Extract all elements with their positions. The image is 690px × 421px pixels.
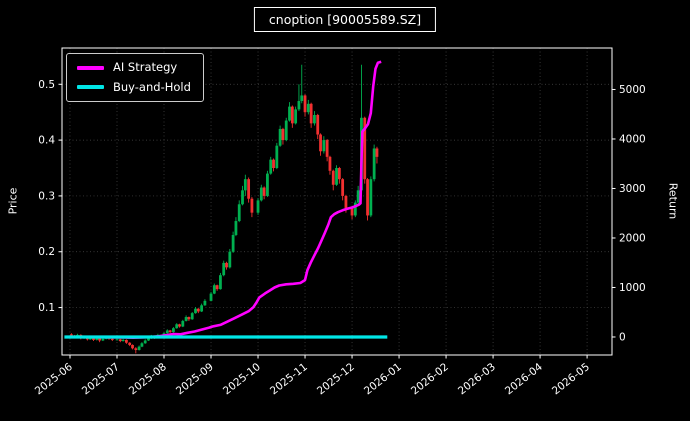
buy-and-hold-line-swatch xyxy=(77,85,104,90)
svg-text:2025-09: 2025-09 xyxy=(174,361,216,397)
svg-text:0.2: 0.2 xyxy=(38,246,55,258)
svg-text:2026-03: 2026-03 xyxy=(456,361,498,397)
svg-text:2025-11: 2025-11 xyxy=(268,361,310,397)
svg-text:2025-08: 2025-08 xyxy=(127,361,169,397)
svg-text:0: 0 xyxy=(619,331,626,343)
legend-label-ai-strategy: AI Strategy xyxy=(113,60,178,74)
svg-text:2025-07: 2025-07 xyxy=(80,361,122,397)
svg-text:2000: 2000 xyxy=(619,232,646,244)
svg-text:2025-12: 2025-12 xyxy=(315,361,357,397)
svg-text:5000: 5000 xyxy=(619,84,646,96)
svg-text:2025-10: 2025-10 xyxy=(221,361,263,397)
svg-text:2025-06: 2025-06 xyxy=(33,361,75,398)
legend-item-ai-strategy: AI Strategy xyxy=(77,60,191,74)
legend-label-buy-and-hold: Buy-and-Hold xyxy=(113,79,191,94)
legend: AI Strategy Buy-and-Hold xyxy=(66,53,204,102)
legend-item-buy-and-hold: Buy-and-Hold xyxy=(77,79,191,94)
svg-text:0.5: 0.5 xyxy=(38,79,55,91)
svg-text:0.4: 0.4 xyxy=(38,135,55,147)
chart-title: cnoption [90005589.SZ] xyxy=(253,7,437,32)
svg-text:0.1: 0.1 xyxy=(38,302,55,314)
svg-text:2026-05: 2026-05 xyxy=(550,361,592,397)
svg-text:4000: 4000 xyxy=(619,133,646,145)
svg-text:2026-01: 2026-01 xyxy=(362,361,404,397)
svg-text:2026-02: 2026-02 xyxy=(409,361,451,397)
left-axis-label: Price xyxy=(6,187,20,215)
svg-text:0.3: 0.3 xyxy=(38,190,55,202)
ai-strategy-line-swatch xyxy=(77,65,104,70)
svg-text:1000: 1000 xyxy=(619,282,646,294)
right-axis-label: Return xyxy=(666,182,680,220)
svg-text:3000: 3000 xyxy=(619,183,646,195)
svg-text:2026-04: 2026-04 xyxy=(503,361,545,398)
